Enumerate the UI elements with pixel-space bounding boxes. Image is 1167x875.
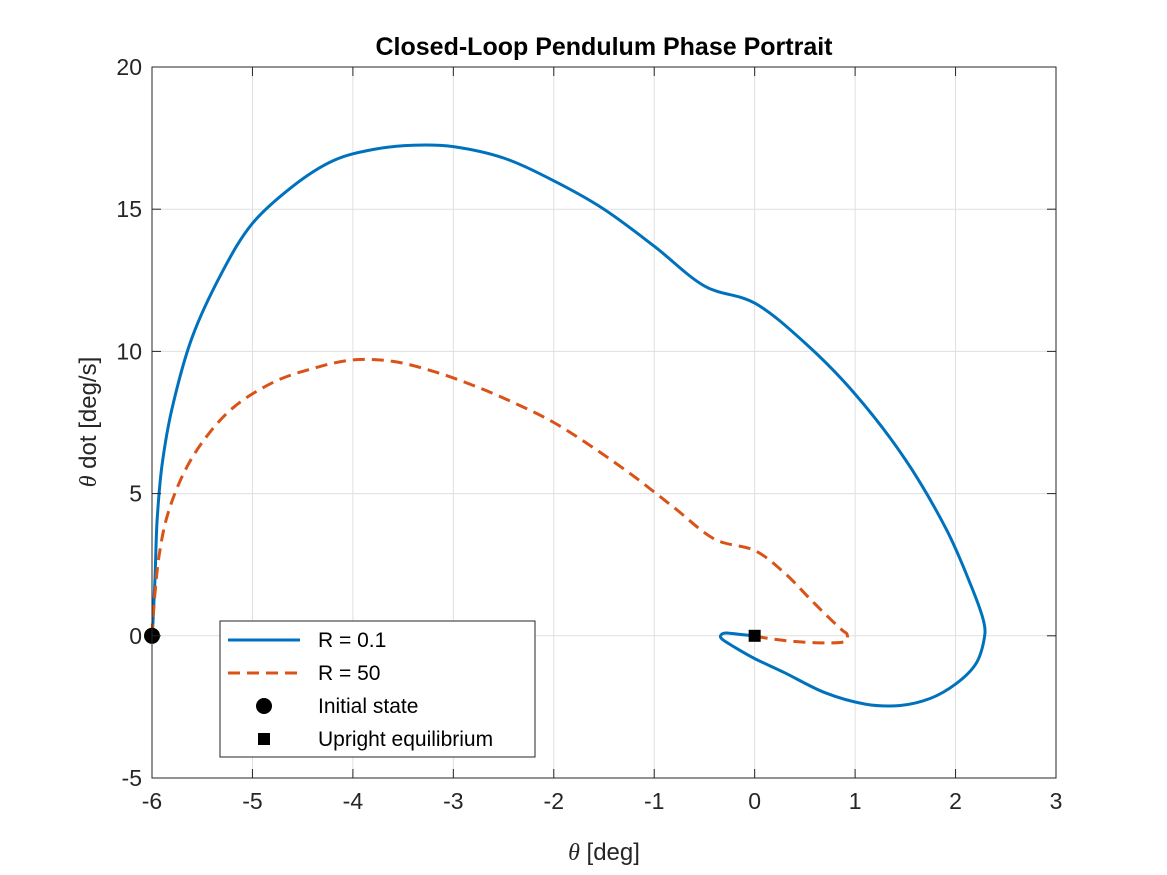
- x-tick-label: 2: [949, 788, 962, 814]
- x-tick-label: 1: [849, 788, 862, 814]
- y-tick-label: 20: [116, 54, 142, 80]
- x-tick-label: 0: [748, 788, 761, 814]
- legend-box: [219, 620, 536, 758]
- legend: R = 0.1 R = 50 Initial state Upright equili…: [219, 620, 536, 758]
- y-axis-label: θ dot [deg/s]: [75, 357, 102, 488]
- marker-upright-equilibrium: [748, 629, 761, 642]
- x-tick-label: -6: [142, 788, 162, 814]
- chart-title: Closed-Loop Pendulum Phase Portrait: [376, 33, 834, 61]
- legend-label-r-0-1: R = 0.1: [318, 629, 386, 652]
- y-tick-label: 10: [116, 338, 142, 364]
- legend-label-upright-equilibrium: Upright equilibrium: [318, 728, 493, 751]
- series-line-r-0-1: [150, 143, 987, 708]
- legend-swatch-initial-state: [256, 698, 272, 714]
- x-tick-label: 3: [1050, 788, 1063, 814]
- series-line-r-50: [150, 357, 850, 645]
- axes-box: [151, 66, 1057, 779]
- y-tick-label: 5: [129, 481, 142, 507]
- legend-swatch-upright-equilibrium: [258, 733, 270, 745]
- legend-label-r-50: R = 50: [318, 662, 380, 685]
- x-tick-label: -5: [242, 788, 262, 814]
- y-tick-label: 15: [116, 196, 142, 222]
- y-tick-label: -5: [122, 765, 142, 791]
- x-tick-label: -2: [544, 788, 564, 814]
- x-tick-label: -4: [343, 788, 364, 814]
- legend-entries: R = 0.1 R = 50 Initial state Upright equili…: [228, 629, 493, 751]
- x-tick-label: -1: [644, 788, 664, 814]
- y-tick-label: 0: [129, 623, 142, 649]
- legend-label-initial-state: Initial state: [318, 695, 418, 718]
- x-tick-label: -3: [443, 788, 463, 814]
- x-axis-label: θ [deg]: [568, 839, 640, 866]
